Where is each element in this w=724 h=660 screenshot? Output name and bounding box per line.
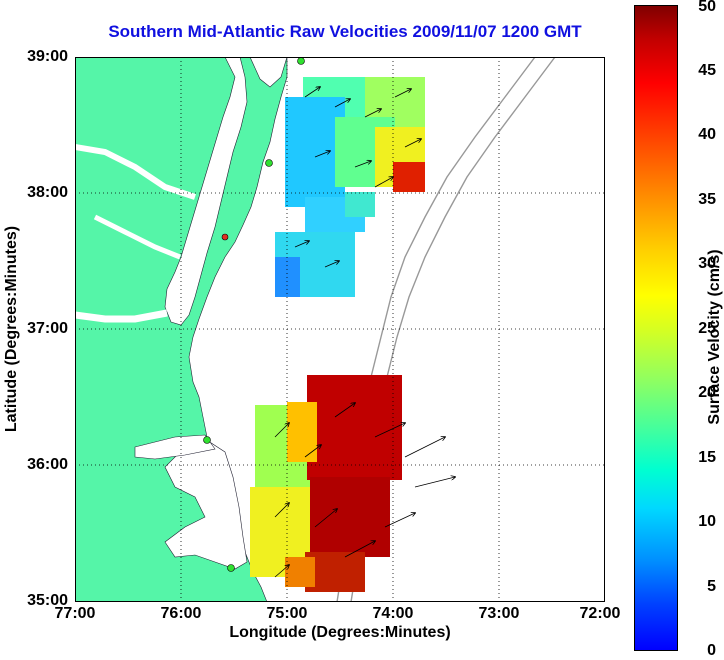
colorbar-tick: 40 <box>698 126 716 143</box>
colorbar-tick: 5 <box>707 578 716 595</box>
colorbar-tick: 20 <box>698 384 716 401</box>
y-tick-label: 36:00 <box>27 456 68 473</box>
x-tick-label: 76:00 <box>160 605 202 622</box>
x-axis-label: Longitude (Degrees:Minutes) <box>229 624 451 641</box>
velocity-field-north <box>275 77 425 297</box>
radar-stations <box>203 57 305 572</box>
pamlico-sound <box>164 438 248 570</box>
colorbar-tick: 10 <box>698 513 716 530</box>
colorbar-tick: 35 <box>698 191 716 208</box>
y-tick-label: 39:00 <box>27 48 68 65</box>
colorbar-tick: 50 <box>698 0 716 15</box>
x-tick-label: 75:00 <box>266 605 308 622</box>
map-grid <box>75 57 605 602</box>
rappahannock-river <box>93 214 181 260</box>
chesapeake-bay <box>164 57 248 326</box>
y-axis-label: Latitude (Degrees:Minutes) <box>3 225 20 433</box>
colorbar-tick: 15 <box>698 449 716 466</box>
velocity-arrows <box>274 87 455 578</box>
colorbar <box>634 5 678 651</box>
delaware-bay <box>249 57 288 88</box>
map-title: Southern Mid-Atlantic Raw Velocities 200… <box>108 22 582 41</box>
x-tick-label: 72:00 <box>579 605 621 622</box>
velocity-map <box>75 57 605 602</box>
colorbar-tick: 0 <box>707 642 716 659</box>
y-tick-label: 38:00 <box>27 184 68 201</box>
colorbar-tick: 25 <box>698 320 716 337</box>
y-tick-label: 37:00 <box>27 320 68 337</box>
james-river <box>75 309 168 323</box>
colorbar-tick: 30 <box>698 255 716 272</box>
velocity-field-south <box>250 375 402 592</box>
y-tick-label: 35:00 <box>27 592 68 609</box>
x-tick-label: 77:00 <box>54 605 96 622</box>
potomac-river <box>75 144 196 200</box>
x-tick-label: 74:00 <box>372 605 414 622</box>
colorbar-tick: 45 <box>698 62 716 79</box>
x-tick-label: 73:00 <box>478 605 520 622</box>
albemarle-sound <box>134 434 216 460</box>
